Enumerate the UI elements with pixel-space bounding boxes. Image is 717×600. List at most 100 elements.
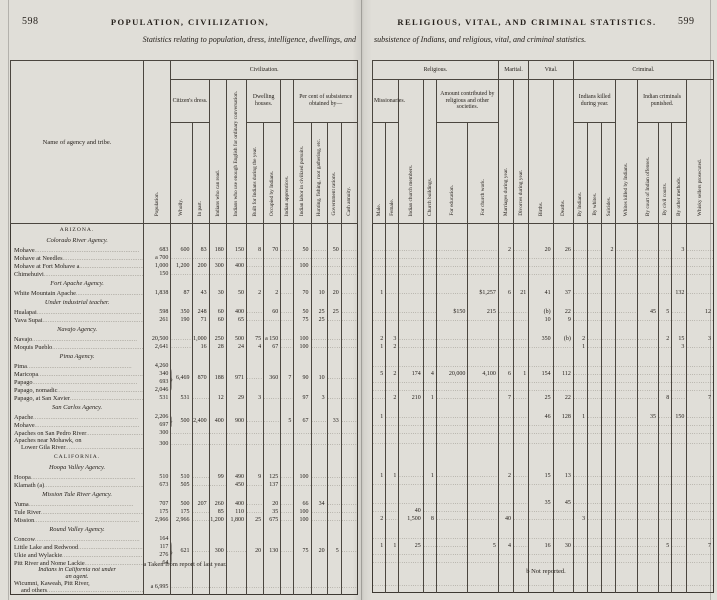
table-cell: .............. [497,437,514,450]
col-header-whisky-sellers: Whisky sellers prosecuted. [686,79,714,224]
table-cell: .............. [513,246,529,254]
table-cell: .............. [422,343,437,351]
table-cell: .............. [671,437,687,450]
table-cell: 5 [380,371,384,377]
table-cell: .............. [263,270,281,278]
table-row [373,450,714,461]
table-cell: .............. [552,515,574,523]
row-label: Papago..................................… [14,378,138,386]
table-cell: .............. [435,507,468,515]
table-cell: .............. [572,289,588,297]
table-cell [658,402,672,413]
table-cell: .............. [601,378,616,386]
row-label: Yava Supai..............................… [14,316,144,324]
table-cell: 75 [293,316,311,324]
table-cell: .............. [497,343,514,351]
table-cell: 100 [293,343,311,351]
table-row: Mission.................................… [11,516,358,524]
table-cell: .............. [208,437,227,451]
table-cell: 150 [225,246,247,254]
table-row: Pima Agency. [11,351,358,362]
table-cell: .............. [497,413,514,421]
table-cell: 75 [245,335,264,343]
table-cell: .............. [293,580,311,595]
table-cell: 1,000 [191,335,210,343]
table-cell: .............. [435,394,468,402]
table-cell: .............. [686,254,714,262]
table-row: ARIZONA. [11,223,358,235]
table-cell: .............. [422,316,437,324]
table-cell: .............. [467,421,499,429]
table-cell [686,523,714,534]
table-row [373,461,714,472]
table-cell [686,461,714,472]
table-cell: .............. [373,481,386,487]
table-cell [208,462,227,473]
table-cell: .............. [601,343,616,351]
table-cell: (b) [552,335,574,343]
row-group-brace: } [172,363,173,394]
table-cell [143,235,171,246]
row-label: Maricopa................................… [14,370,144,378]
table-cell: .............. [552,429,574,437]
table-cell [552,402,574,413]
table-cell: .............. [587,386,602,394]
table-cell [572,566,588,579]
table-cell: .............. [572,429,588,437]
table-cell: .............. [326,473,342,481]
table-cell: .............. [263,262,281,270]
table-cell [191,278,210,289]
col-header-divorces: Divorces during year. [513,79,530,224]
table-cell: 12 [686,308,714,316]
table-row: Wicumni, Kaweah, Pitt River, and others..… [11,580,358,595]
table-cell: 8 [245,246,264,254]
table-cell: .............. [310,343,328,351]
table-row: Indians in California not under an agent. [11,567,358,580]
table-cell: 25 [245,516,264,524]
table-cell [528,523,554,534]
table-cell [422,523,437,534]
table-cell: 2,206 [143,413,171,421]
table-cell [340,297,358,308]
table-cell: .............. [340,246,358,254]
group-header-citizens-dress: Citizen's dress. [170,79,210,123]
table-cell: $1,257 [467,289,499,297]
table-cell: .............. [671,421,687,429]
table-cell: .............. [373,559,386,565]
table-cell: 60 [208,308,227,316]
table-cell: 971 [225,362,247,394]
table-cell [422,488,437,499]
col-header-population: Population. [143,60,172,224]
table-cell: .............. [340,473,358,481]
table-cell: .............. [528,437,554,450]
table-cell: .............. [385,499,399,507]
table-cell: .............. [671,558,687,566]
table-cell: .............. [422,262,437,270]
table-cell: .............. [422,507,437,515]
table-cell [658,324,672,335]
table-cell: .............. [385,254,399,262]
table-cell: .............. [601,534,616,542]
table-cell [658,450,672,461]
table-cell: 25 [528,394,554,402]
table-cell: .............. [615,429,638,437]
row-label: Navajo Agency. [57,326,98,333]
table-cell [572,278,588,289]
table-cell [572,402,588,413]
table-cell: .............. [340,394,358,402]
table-cell: .............. [435,515,468,523]
table-cell [225,462,247,473]
table-cell: .............. [572,386,588,394]
table-cell: 505 [170,481,193,489]
table-cell: .............. [435,429,468,437]
table-cell: 15 [671,335,687,343]
table-cell [170,223,193,235]
table-cell: .............. [636,289,659,297]
table-cell [225,235,247,246]
table-cell: 112 [552,370,574,378]
group-header-marital: Marital. [497,60,530,80]
table-cell: 500 [225,335,247,343]
table-cell: 276 [143,551,171,559]
table-cell [326,351,342,362]
table-cell [467,450,499,461]
